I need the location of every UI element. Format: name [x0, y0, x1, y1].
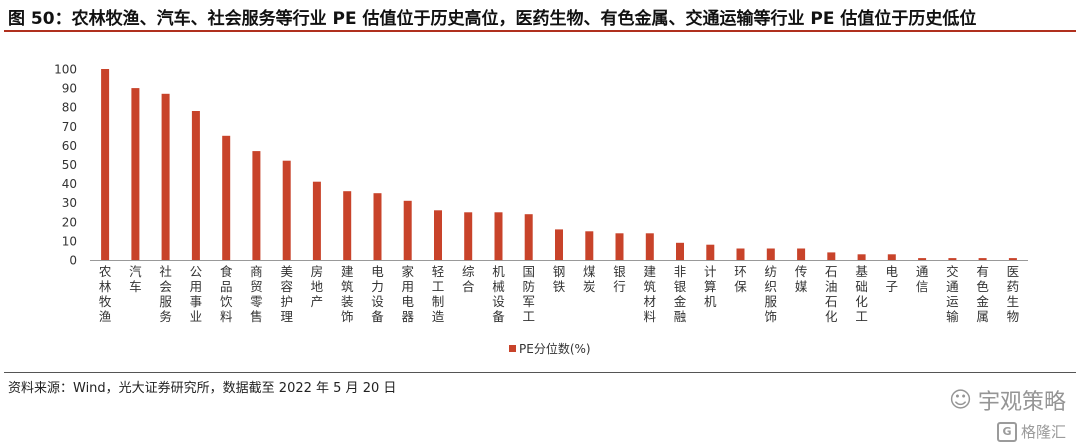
x-tick-label: 轻工制造	[432, 264, 445, 324]
y-tick-label: 0	[69, 254, 77, 268]
bar	[312, 181, 321, 260]
bar	[615, 233, 624, 260]
x-tick-label: 机械设备	[492, 264, 505, 324]
y-tick-label: 30	[62, 196, 77, 210]
x-tick-label: 家用电器	[401, 264, 414, 324]
x-tick-label: 基础化工	[855, 264, 868, 324]
bar	[403, 200, 412, 260]
x-tick-label: 计算机	[704, 264, 717, 309]
x-tick-label: 社会服务	[159, 264, 172, 324]
bar	[1008, 258, 1017, 260]
bar	[555, 229, 563, 260]
bar	[191, 111, 200, 260]
x-tick-label: 商贸零售	[250, 264, 263, 324]
bar	[645, 233, 654, 260]
watermark-text: 宇观策略	[977, 390, 1066, 415]
y-tick-label: 100	[54, 63, 77, 77]
y-tick-label: 60	[62, 139, 77, 153]
bar	[524, 214, 533, 260]
x-tick-label: 国防军工	[522, 264, 535, 324]
x-tick-label: 环保	[734, 264, 747, 294]
bar	[434, 210, 442, 260]
x-tick-label: 建筑材料	[644, 264, 657, 324]
bar	[978, 258, 987, 260]
wechat-icon: ☺	[949, 387, 972, 413]
bar	[857, 254, 866, 260]
x-tick-label: 电子	[886, 264, 899, 294]
bar	[948, 258, 957, 260]
x-tick-label: 食品饮料	[220, 264, 233, 324]
watermark-secondary: G 格隆汇	[996, 421, 1066, 442]
y-tick-label: 70	[62, 120, 77, 134]
x-tick-label: 煤炭	[583, 264, 596, 294]
bar	[706, 244, 715, 260]
legend-swatch	[509, 345, 516, 352]
y-tick-label: 90	[62, 82, 77, 96]
x-tick-label: 房地产	[311, 264, 324, 309]
bar	[161, 93, 170, 260]
x-tick-label: 银行	[613, 264, 626, 294]
x-tick-label: 有色金属	[976, 264, 989, 324]
y-tick-label: 10	[62, 234, 77, 248]
bar	[101, 69, 110, 260]
figure-title: 图 50：农林牧渔、汽车、社会服务等行业 PE 估值位于历史高位，医药生物、有色…	[8, 9, 977, 29]
x-tick-label: 美容护理	[280, 264, 293, 324]
x-tick-label: 汽车	[129, 264, 142, 294]
x-tick-label: 非银金融	[674, 264, 687, 324]
bar	[464, 212, 473, 261]
x-tick-label: 农林牧渔	[99, 264, 112, 324]
legend: PE分位数(%)	[509, 341, 591, 356]
bar	[222, 135, 231, 260]
bar	[252, 151, 261, 260]
bar	[343, 191, 352, 260]
gelonghui-logo-icon: G	[996, 421, 1017, 442]
x-tick-label: 传媒	[795, 264, 808, 294]
bar	[585, 231, 594, 260]
bar	[373, 193, 382, 260]
x-tick-label: 建筑装饰	[341, 264, 354, 324]
watermark: ☺ 宇观策略	[949, 384, 1066, 416]
bar	[827, 252, 836, 260]
bar	[918, 258, 927, 260]
bar	[282, 160, 291, 260]
x-tick-label: 纺织服饰	[765, 264, 778, 324]
bar-chart: 0 10 20 30 40 50 60 70 80 90 100 农林牧渔 汽车 社会服务 公用事业 食品饮料…	[54, 63, 1028, 356]
bar	[766, 248, 775, 260]
y-tick-label: 80	[62, 101, 77, 115]
watermark-secondary-text: 格隆汇	[1020, 423, 1066, 441]
bar	[131, 88, 140, 260]
x-tick-label: 电力设备	[371, 264, 384, 324]
source-rule	[4, 372, 1076, 373]
y-tick-label: 50	[62, 158, 77, 172]
x-tick-label: 钢铁	[553, 264, 566, 294]
x-tick-label: 综合	[462, 264, 475, 294]
x-tick-label: 医药生物	[1007, 264, 1020, 324]
legend-label: PE分位数(%)	[519, 341, 591, 356]
y-tick-label: 40	[62, 177, 77, 191]
x-tick-label: 通信	[916, 264, 929, 294]
x-tick-label: 交通运输	[946, 264, 959, 324]
bar	[887, 254, 896, 260]
source-note: 资料来源：Wind，光大证券研究所，数据截至 2022 年 5 月 20 日	[8, 381, 397, 396]
x-tick-label: 石油石化	[825, 264, 838, 324]
bar	[494, 212, 503, 261]
bar	[676, 242, 684, 260]
bar	[797, 248, 806, 260]
title-rule	[4, 30, 1076, 32]
bar	[736, 248, 745, 260]
y-tick-label: 20	[62, 215, 77, 229]
x-tick-label: 公用事业	[190, 264, 203, 324]
